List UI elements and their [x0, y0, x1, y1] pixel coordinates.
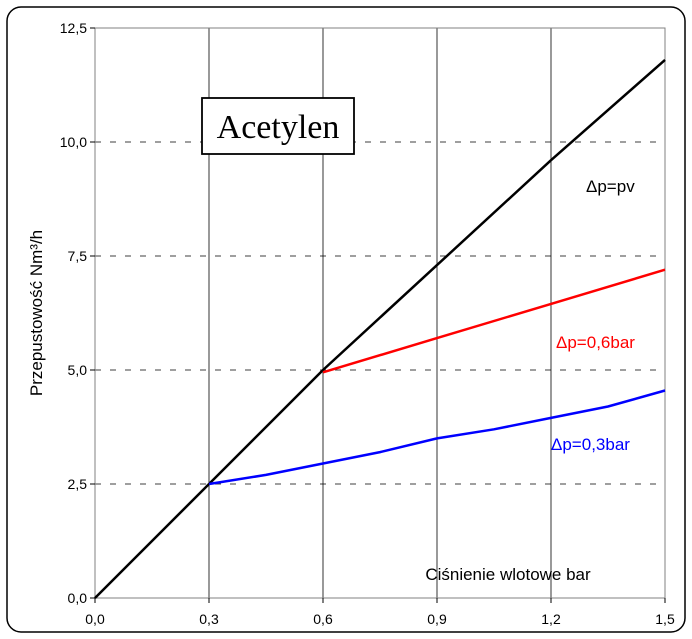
chart-frame [6, 6, 686, 633]
y-tick-label: 5,0 [68, 362, 88, 378]
plot-area [94, 27, 666, 599]
x-tick-label: 0,6 [313, 611, 333, 627]
series-label-pv: Δp=pv [586, 177, 635, 196]
x-tick-label: 1,5 [655, 611, 675, 627]
series-line-0 [94, 58, 666, 599]
y-tick-label: 0,0 [68, 590, 88, 606]
x-tick-label: 0,0 [85, 611, 105, 627]
y-tick-label: 2,5 [68, 476, 88, 492]
x-tick-label: 0,3 [199, 611, 219, 627]
tick-labels: 0,0 0,3 0,6 0,9 1,2 1,5 0,0 2,5 5,0 7,5 10,0 12,5 [60, 20, 675, 627]
series-line-2 [208, 389, 666, 486]
x-tick-label: 1,2 [541, 611, 561, 627]
x-tick-label: 0,9 [427, 611, 447, 627]
x-axis-title: Ciśnienie wlotowe bar [425, 565, 591, 584]
y-axis-title: Przepustowość Nm³/h [27, 230, 46, 396]
series-line-1 [322, 268, 666, 374]
y-tick-label: 12,5 [60, 20, 87, 36]
chart-title: Acetylen [217, 109, 340, 146]
series-label-06bar: Δp=0,6bar [556, 333, 635, 352]
y-tick-label: 10,0 [60, 134, 87, 150]
series-lines [94, 58, 666, 599]
chart-title-box: Acetylen [201, 97, 355, 155]
y-tick-label: 7,5 [68, 248, 88, 264]
series-label-03bar: Δp=0,3bar [551, 435, 630, 454]
